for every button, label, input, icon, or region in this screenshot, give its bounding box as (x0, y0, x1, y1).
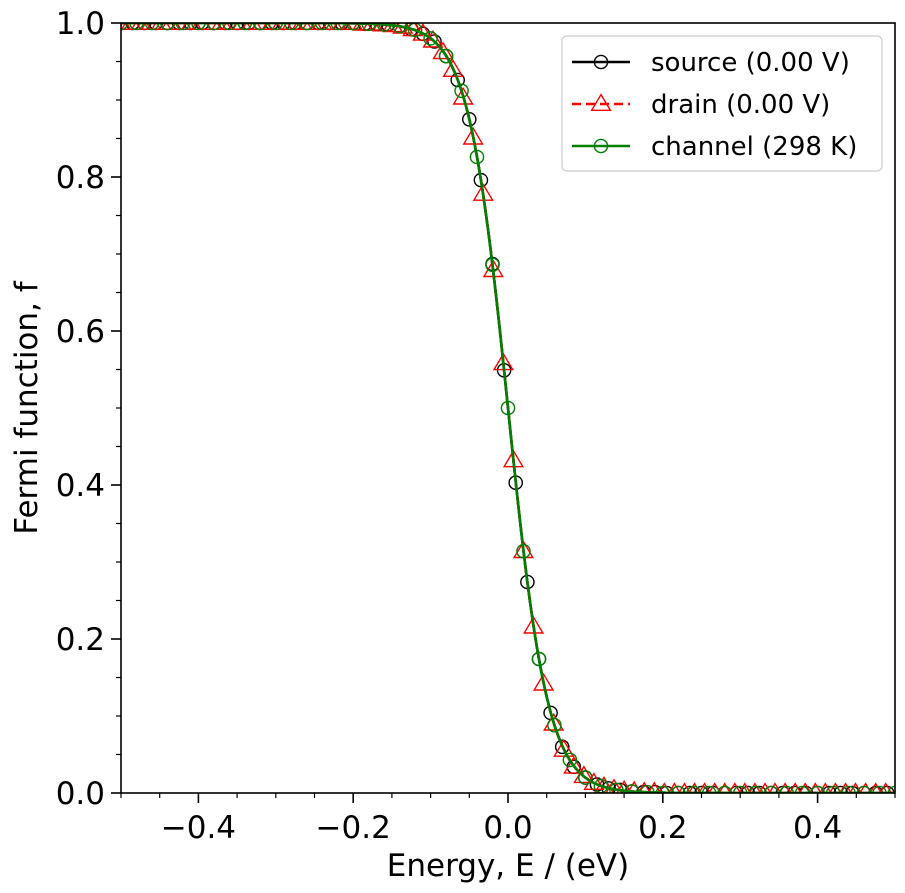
ticks-layer: −0.4 −0.2 0.0 0.2 0.4 0.0 0.2 0.4 0.6 0.8 1.0 (56, 6, 896, 846)
series-0-point (694, 785, 709, 793)
series-1-point (432, 41, 454, 60)
x-axis-title: Energy, E / (eV) (387, 848, 629, 884)
series-0-point (450, 72, 466, 88)
series-2-point (191, 23, 206, 31)
y-tick-label: 1.0 (56, 6, 105, 42)
series-2-point (748, 785, 763, 793)
series-2-point (299, 23, 315, 31)
series-0-point (833, 785, 849, 793)
series-1-point (462, 126, 484, 145)
series-2-point (825, 785, 841, 793)
series-2-point (686, 785, 702, 793)
series-2-line (121, 23, 895, 793)
series-2-point (237, 23, 253, 31)
series-2-point (578, 770, 593, 785)
series-0-point (845, 785, 860, 793)
x-tick-label: −0.4 (161, 810, 236, 846)
series-2-point (454, 83, 469, 99)
series-1-point (442, 59, 464, 78)
series-2-point (314, 23, 330, 31)
series-0-point (798, 785, 814, 793)
series-2-point (330, 23, 345, 31)
series-2-point (531, 651, 547, 667)
series-0-point (554, 739, 570, 755)
series-2-point (763, 785, 779, 793)
series-2-point (160, 23, 175, 31)
series-2-point (423, 31, 438, 46)
legend-marker (593, 138, 609, 154)
series-0-point (821, 785, 837, 793)
series-2-point (701, 785, 717, 793)
y-tick-label: 0.4 (56, 468, 105, 504)
series-0-point (752, 785, 767, 793)
series-2-point (345, 23, 361, 31)
series-2-point (206, 23, 222, 31)
y-tick-label: 0.8 (56, 160, 105, 196)
series-2-point (485, 257, 500, 273)
series-2-point (253, 23, 268, 31)
series-2-point (500, 400, 516, 416)
series-0-point (787, 785, 802, 793)
legend-label: source (0.00 V) (651, 48, 850, 78)
series-2-point (794, 785, 810, 793)
y-tick-label: 0.6 (56, 314, 105, 350)
series-2-point (222, 23, 237, 31)
series-2-point (392, 23, 407, 34)
y-axis-title: Fermi function, f (9, 280, 45, 534)
series-2-point (732, 785, 748, 793)
series-2-point (284, 23, 299, 31)
series-1-point (361, 23, 384, 31)
series-2-point (810, 785, 825, 793)
series-1-point (563, 756, 585, 774)
series-2-point (609, 782, 624, 793)
series-0-point (461, 112, 477, 127)
series-0-point (682, 785, 698, 793)
series-2-point (779, 785, 794, 793)
series-2-point (376, 23, 392, 32)
y-tick-label: 0.0 (56, 776, 105, 812)
series-2-point (144, 23, 160, 31)
series-2-point (671, 785, 686, 793)
series-2-point (175, 23, 191, 31)
legend-box (561, 35, 883, 172)
series-1-point (647, 781, 662, 793)
series-1-point (879, 782, 893, 793)
series-2-point (562, 752, 578, 768)
x-tick-label: 0.0 (483, 810, 532, 846)
series-2-point (129, 23, 144, 31)
series-2-point (438, 48, 454, 64)
x-tick-label: 0.4 (793, 810, 842, 846)
series-0-point (868, 785, 883, 793)
legend-marker (593, 54, 609, 70)
series-2-point (516, 543, 531, 559)
series-2-point (655, 785, 671, 793)
series-0-point (740, 785, 756, 793)
legend-label: drain (0.00 V) (651, 90, 830, 120)
x-tick-label: −0.2 (316, 810, 391, 846)
series-2-point (841, 785, 856, 793)
legend-label: channel (298 K) (651, 132, 857, 162)
y-tick-label: 0.2 (56, 622, 105, 658)
series-2-point (872, 785, 887, 793)
x-tick-label: 0.2 (638, 810, 687, 846)
series-2-point (268, 23, 284, 31)
legend: source (0.00 V) drain (0.00 V) channel (29… (561, 35, 883, 172)
series-2-point (469, 149, 485, 165)
series-2-point (547, 717, 562, 733)
series-2-point (856, 785, 872, 793)
series-2-point (624, 784, 640, 793)
series-2-point (717, 785, 732, 793)
legend-marker (590, 93, 612, 112)
series-1-point (532, 672, 555, 691)
